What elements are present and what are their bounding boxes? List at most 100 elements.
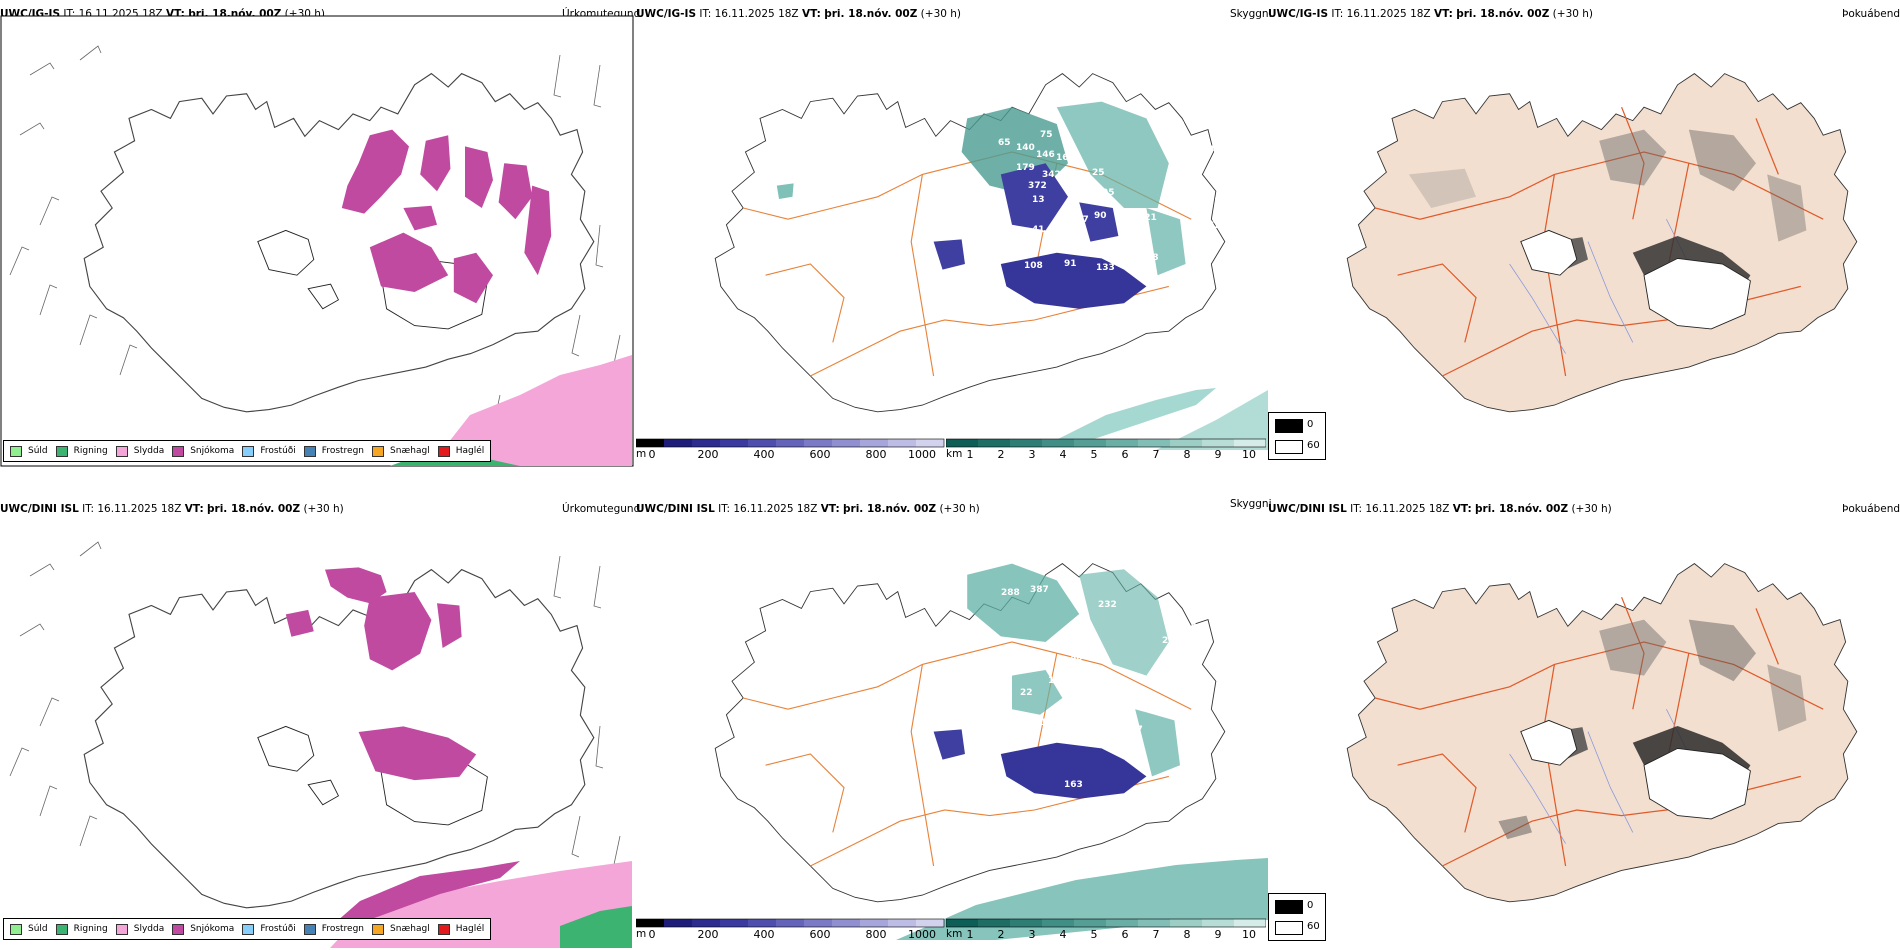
panel-variable-label: Þokuábendi xyxy=(1842,503,1900,515)
svg-text:127: 127 xyxy=(1056,728,1075,738)
svg-text:28: 28 xyxy=(1146,253,1159,263)
svg-text:342: 342 xyxy=(1042,170,1061,180)
svg-text:13: 13 xyxy=(1032,195,1045,205)
svg-text:102: 102 xyxy=(996,249,1015,259)
svg-text:337: 337 xyxy=(1182,650,1201,660)
svg-text:372: 372 xyxy=(1028,181,1047,191)
svg-text:313: 313 xyxy=(1174,691,1193,701)
svg-text:151: 151 xyxy=(1028,718,1047,728)
tick: 800 xyxy=(865,448,887,461)
tick: 3 xyxy=(1028,928,1036,941)
tick: 2 xyxy=(997,928,1005,941)
svg-text:90: 90 xyxy=(1094,211,1107,221)
svg-text:13: 13 xyxy=(996,718,1009,728)
tick: 8 xyxy=(1183,928,1191,941)
tick: 9 xyxy=(1214,448,1222,461)
svg-text:387: 387 xyxy=(1030,585,1049,595)
rain-area xyxy=(560,906,632,948)
tick: 2 xyxy=(997,448,1005,461)
fog-key-row2: 0 60 xyxy=(1268,893,1326,941)
tick: 6 xyxy=(1121,928,1129,941)
tick: 800 xyxy=(865,928,887,941)
panel-title: UWC/IG-IS IT: 16.11.2025 18Z VT: þri. 18… xyxy=(1268,8,1594,20)
svg-text:179: 179 xyxy=(1016,163,1035,173)
tick: 0 xyxy=(648,928,656,941)
svg-text:76: 76 xyxy=(1120,261,1133,271)
panel-variable-label: Skyggni xyxy=(1230,498,1272,510)
tick: 10 xyxy=(1242,448,1256,461)
svg-text:258: 258 xyxy=(1208,197,1227,207)
tick: 0 xyxy=(648,448,656,461)
fog-panel-row2: UWC/DINI ISL IT: 16.11.2025 18Z VT: þri.… xyxy=(1268,480,1900,950)
cloud-panel-row1: UWC/IG-IS IT: 16.11.2025 18Z VT: þri. 18… xyxy=(636,0,1272,470)
svg-text:88: 88 xyxy=(956,705,969,715)
height-unit: m xyxy=(636,928,647,940)
tick: 6 xyxy=(1121,448,1129,461)
cloud-base-labels: 288 387 232 265 267 337 47 88 142 415 31… xyxy=(956,585,1209,790)
svg-text:267: 267 xyxy=(1162,636,1181,646)
svg-text:16: 16 xyxy=(1056,153,1069,163)
panel-variable-label: Þokuábendi xyxy=(1842,8,1900,20)
snow-areas xyxy=(285,567,477,781)
tick: 400 xyxy=(753,928,775,941)
tick: 1000 xyxy=(908,928,936,941)
svg-text:41: 41 xyxy=(1032,225,1045,235)
tick: 600 xyxy=(809,928,831,941)
tick: 4 xyxy=(1059,448,1067,461)
svg-text:133: 133 xyxy=(1096,263,1115,273)
precip-legend: Súld Rigning Slydda Snjókoma Frostúði Fr… xyxy=(3,440,492,462)
cloud-areas xyxy=(933,563,1180,799)
svg-text:152: 152 xyxy=(1202,221,1221,231)
svg-text:163: 163 xyxy=(1064,780,1083,790)
tick: 3 xyxy=(1028,448,1036,461)
svg-text:65: 65 xyxy=(998,138,1011,148)
tick: 5 xyxy=(1090,448,1098,461)
tick: 7 xyxy=(1152,928,1160,941)
svg-text:232: 232 xyxy=(1098,600,1117,610)
tick: 1 xyxy=(966,448,974,461)
tick: 1 xyxy=(966,928,974,941)
svg-text:140: 140 xyxy=(1016,143,1035,153)
cloud-areas xyxy=(776,101,1186,309)
svg-text:91: 91 xyxy=(1064,259,1077,269)
panel-title: UWC/DINI ISL IT: 16.11.2025 18Z VT: þri.… xyxy=(1268,503,1612,515)
svg-text:197: 197 xyxy=(1070,215,1089,225)
svg-text:47: 47 xyxy=(1052,645,1065,655)
fog-map xyxy=(1346,73,1858,413)
vis-unit: km xyxy=(946,448,963,460)
svg-text:96: 96 xyxy=(1134,700,1147,710)
snow-areas xyxy=(341,129,552,304)
vis-unit: km xyxy=(946,928,963,940)
swatch-sudd xyxy=(10,445,22,457)
tick: 200 xyxy=(697,928,719,941)
precip-legend: Súld Rigning Slydda Snjókoma Frostúði Fr… xyxy=(3,918,492,940)
cloud-height-colorbar xyxy=(636,438,945,448)
tick: 7 xyxy=(1152,448,1160,461)
tick: 200 xyxy=(697,448,719,461)
cloud-map: 75 65 140 146 16 179 342 25 372 95 13 19… xyxy=(714,73,1268,450)
precip-map xyxy=(9,541,632,948)
cloud-base-labels: 75 65 140 146 16 179 342 25 372 95 13 19… xyxy=(956,121,1227,273)
panel-variable-label: Úrkomutegund xyxy=(562,503,641,515)
svg-text:22: 22 xyxy=(1020,688,1033,698)
height-unit: m xyxy=(636,448,647,460)
tick: 8 xyxy=(1183,448,1191,461)
svg-text:117: 117 xyxy=(1094,731,1113,741)
fog-panel-row1: UWC/IG-IS IT: 16.11.2025 18Z VT: þri. 18… xyxy=(1268,0,1900,470)
svg-text:95: 95 xyxy=(1102,188,1115,198)
svg-text:137: 137 xyxy=(1124,725,1143,735)
visibility-colorbar xyxy=(946,918,1266,928)
svg-text:88: 88 xyxy=(1070,653,1083,663)
svg-text:221: 221 xyxy=(1138,213,1157,223)
panel-title: UWC/IG-IS IT: 16.11.2025 18Z VT: þri. 18… xyxy=(636,8,962,20)
svg-text:108: 108 xyxy=(1024,261,1043,271)
precip-map xyxy=(0,15,634,467)
svg-text:146: 146 xyxy=(1036,150,1055,160)
precip-panel-row2: UWC/DINI ISL IT: 16.11.2025 18Z VT: þri.… xyxy=(0,480,640,950)
panel-title: UWC/DINI ISL IT: 16.11.2025 18Z VT: þri.… xyxy=(0,503,344,515)
tick: 9 xyxy=(1214,928,1222,941)
tick: 600 xyxy=(809,448,831,461)
svg-text:288: 288 xyxy=(1001,588,1020,598)
svg-text:142: 142 xyxy=(1048,676,1067,686)
cloud-panel-row2: UWC/DINI ISL IT: 16.11.2025 18Z VT: þri.… xyxy=(636,480,1272,950)
